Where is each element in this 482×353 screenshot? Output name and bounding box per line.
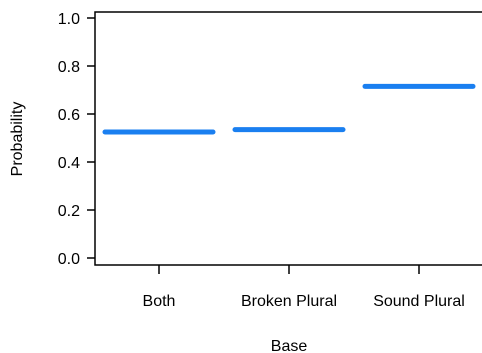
x-tick-label: Both [143,293,176,310]
x-axis: Both Broken Plural Sound Plural [143,265,465,310]
plot-frame [94,11,482,266]
x-tick-label: Sound Plural [373,293,465,310]
y-tick-label: 1.0 [58,11,80,28]
x-tick-label: Broken Plural [241,293,337,310]
y-tick-label: 0.0 [58,251,80,268]
y-tick-label: 0.2 [58,203,80,220]
x-axis-label: Base [271,338,308,353]
y-tick-label: 0.4 [58,155,80,172]
series [102,83,476,135]
y-tick-label: 0.8 [58,59,80,76]
plot-border [94,11,482,266]
y-tick-label: 0.6 [58,107,80,124]
y-axis-label: Probability [9,102,26,177]
y-axis: 0.0 0.2 0.4 0.6 0.8 1.0 [58,11,95,268]
